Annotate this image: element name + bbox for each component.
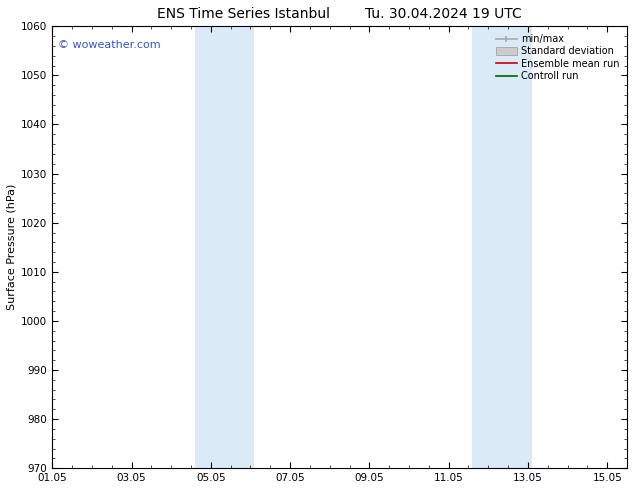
Y-axis label: Surface Pressure (hPa): Surface Pressure (hPa) [7,184,17,311]
Bar [195,26,254,468]
Bar [472,26,532,468]
Legend: min/max, Standard deviation, Ensemble mean run, Controll run: min/max, Standard deviation, Ensemble me… [493,31,622,84]
Title: ENS Time Series Istanbul        Tu. 30.04.2024 19 UTC: ENS Time Series Istanbul Tu. 30.04.2024 … [157,7,522,21]
Text: © woweather.com: © woweather.com [58,40,160,49]
